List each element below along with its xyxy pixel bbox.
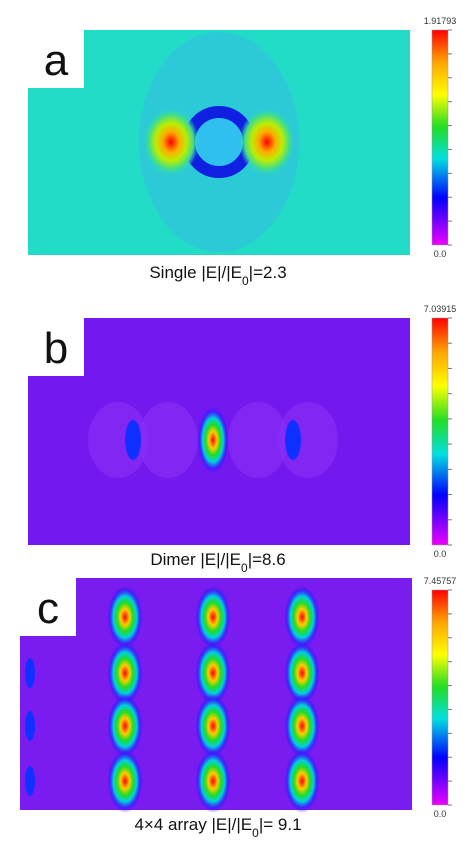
hot-spot	[107, 641, 143, 705]
caption-text: Dimer |E|/|E	[150, 550, 241, 569]
edge-spot	[25, 766, 35, 796]
label-box	[20, 578, 76, 636]
colorbar	[431, 29, 449, 246]
caption-subscript: 0	[252, 826, 259, 840]
colorbar-max: 7.45757	[424, 576, 457, 586]
hot-spot	[195, 749, 231, 813]
caption: Single |E|/|E0|=2.3	[149, 263, 286, 288]
caption-text: |=2.3	[249, 263, 287, 282]
panel-label: b	[44, 324, 68, 373]
particle-outline	[138, 402, 198, 478]
hot-lobe	[239, 108, 295, 176]
hot-lobe	[143, 108, 199, 176]
caption: Dimer |E|/|E0|=8.6	[150, 550, 285, 575]
hot-spot	[197, 406, 229, 474]
colorbar	[431, 317, 449, 546]
colorbar-max: 7.03915	[424, 304, 457, 314]
colorbar	[431, 589, 449, 806]
hot-spot	[284, 694, 320, 758]
edge-spot	[125, 420, 141, 460]
caption-text: Single |E|/|E	[149, 263, 242, 282]
hot-spot	[284, 585, 320, 649]
panel-label: a	[44, 36, 69, 85]
caption-subscript: 0	[242, 274, 249, 288]
label-box	[28, 318, 84, 376]
hot-spot	[107, 694, 143, 758]
colorbar-max: 1.91793	[424, 16, 457, 26]
hot-spot	[107, 585, 143, 649]
edge-spot	[285, 420, 301, 460]
caption-text: |= 9.1	[259, 815, 302, 834]
caption-subscript: 0	[241, 561, 248, 575]
caption-text: |=8.6	[248, 550, 286, 569]
particle-outline	[228, 402, 288, 478]
caption: 4×4 array |E|/|E0|= 9.1	[134, 815, 301, 840]
hot-spot	[195, 585, 231, 649]
colorbar-min: 0.0	[434, 249, 447, 259]
caption-text: 4×4 array |E|/|E	[134, 815, 252, 834]
hot-spot	[195, 694, 231, 758]
hot-spot	[195, 641, 231, 705]
edge-spot	[25, 711, 35, 741]
label-box	[28, 30, 84, 88]
colorbar-min: 0.0	[434, 809, 447, 819]
hot-spot	[284, 749, 320, 813]
hot-spot	[284, 641, 320, 705]
colorbar-min: 0.0	[434, 549, 447, 559]
panel-label: c	[37, 584, 59, 633]
hot-spot	[107, 749, 143, 813]
edge-spot	[25, 658, 35, 688]
